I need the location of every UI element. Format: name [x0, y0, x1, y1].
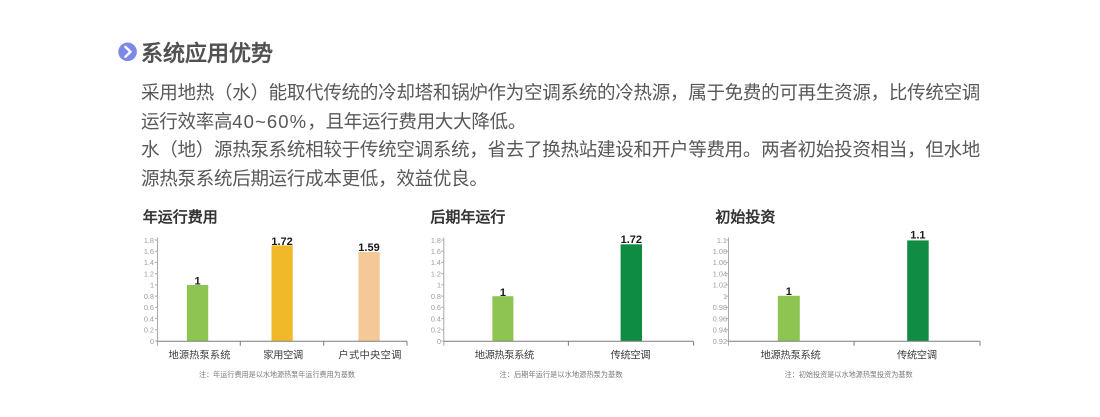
svg-text:0.8: 0.8 [431, 292, 441, 301]
svg-text:注：年运行费用是以水地源热泵年运行费用为基数: 注：年运行费用是以水地源热泵年运行费用为基数 [199, 369, 355, 379]
svg-text:初始投资: 初始投资 [715, 208, 775, 226]
svg-text:1.6: 1.6 [144, 247, 154, 256]
svg-text:1.6: 1.6 [431, 247, 441, 256]
svg-text:1.1: 1.1 [717, 236, 727, 245]
svg-text:家用空调: 家用空调 [263, 349, 303, 362]
svg-text:注：初始投资是以水地源热泵投资为基数: 注：初始投资是以水地源热泵投资为基数 [785, 369, 913, 379]
svg-text:1.72: 1.72 [621, 234, 642, 246]
svg-text:户式中央空调: 户式中央空调 [338, 349, 401, 362]
svg-text:1.2: 1.2 [144, 270, 154, 279]
svg-text:1: 1 [723, 292, 727, 301]
svg-text:地源热泵系统: 地源热泵系统 [475, 349, 535, 362]
svg-text:0: 0 [150, 337, 154, 346]
svg-text:1.72: 1.72 [271, 236, 292, 248]
svg-text:0.6: 0.6 [144, 303, 154, 312]
svg-text:1.04: 1.04 [713, 270, 727, 279]
svg-text:1.06: 1.06 [713, 258, 727, 267]
svg-text:0.2: 0.2 [144, 326, 154, 335]
svg-text:0: 0 [437, 337, 441, 346]
svg-text:地源热泵系统: 地源热泵系统 [760, 349, 820, 362]
svg-text:年运行费用: 年运行费用 [143, 208, 218, 226]
svg-text:1.8: 1.8 [144, 236, 154, 245]
svg-text:1.1: 1.1 [910, 229, 925, 241]
svg-text:1: 1 [150, 281, 154, 290]
svg-text:0.8: 0.8 [144, 292, 154, 301]
svg-text:1: 1 [786, 286, 792, 298]
svg-text:1.4: 1.4 [431, 258, 441, 267]
svg-text:1.2: 1.2 [431, 270, 441, 279]
svg-text:1.4: 1.4 [144, 258, 154, 267]
svg-text:1: 1 [437, 281, 441, 290]
svg-text:0.2: 0.2 [431, 326, 441, 335]
svg-text:1.02: 1.02 [713, 281, 727, 290]
svg-text:1.8: 1.8 [431, 236, 441, 245]
svg-text:0.4: 0.4 [144, 314, 154, 323]
svg-text:地源热泵系统: 地源热泵系统 [169, 349, 231, 362]
svg-text:注：后期年运行是以水地源热泵为基数: 注：后期年运行是以水地源热泵为基数 [500, 369, 623, 379]
svg-text:0.6: 0.6 [431, 303, 441, 312]
svg-text:0.98: 0.98 [713, 303, 727, 312]
svg-text:传统空调: 传统空调 [611, 349, 651, 362]
svg-text:1.08: 1.08 [713, 247, 727, 256]
svg-text:传统空调: 传统空调 [897, 349, 937, 362]
svg-text:0.92: 0.92 [713, 337, 727, 346]
svg-text:0.94: 0.94 [713, 326, 727, 335]
svg-text:1: 1 [194, 276, 200, 288]
svg-text:0.4: 0.4 [431, 314, 441, 323]
svg-text:后期年运行: 后期年运行 [430, 208, 505, 226]
svg-text:1: 1 [500, 287, 506, 299]
svg-text:1.59: 1.59 [358, 242, 379, 254]
svg-text:0.96: 0.96 [713, 314, 727, 323]
